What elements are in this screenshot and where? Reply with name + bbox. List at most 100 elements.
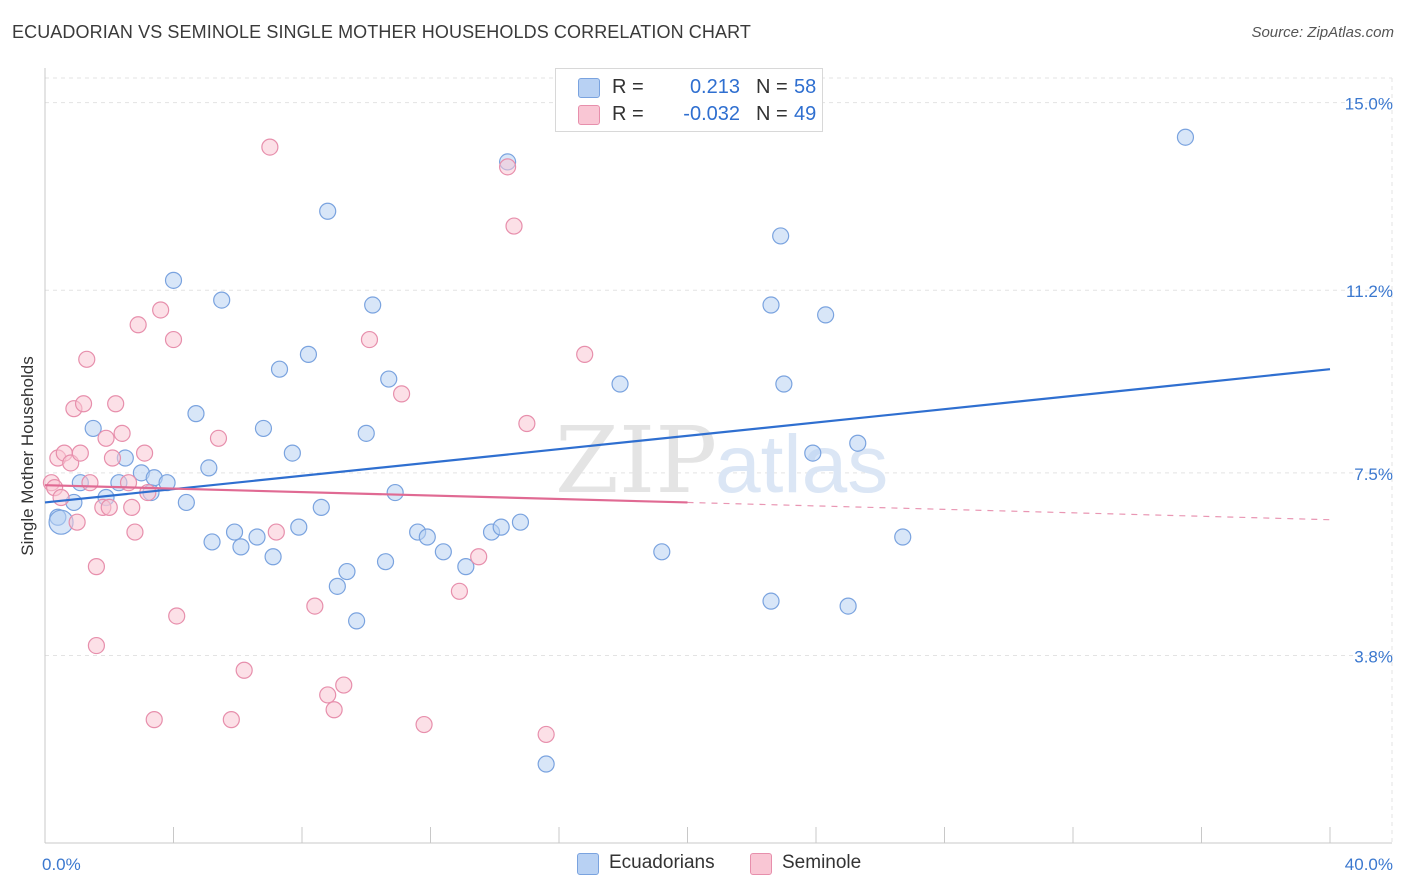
point-ecuadorians (264, 548, 282, 566)
point-seminole (518, 414, 536, 433)
legend-label-seminole: Seminole (782, 852, 862, 873)
point-seminole (261, 138, 279, 156)
legend-n-label: N = (756, 103, 788, 125)
point-seminole (470, 548, 488, 566)
axes (44, 68, 1392, 844)
point-ecuadorians (894, 528, 912, 546)
point-ecuadorians (200, 459, 218, 477)
point-seminole (235, 661, 253, 679)
point-ecuadorians (328, 577, 346, 595)
point-seminole (74, 395, 93, 413)
point-ecuadorians (386, 483, 404, 502)
point-ecuadorians (84, 419, 102, 438)
point-ecuadorians (283, 444, 301, 462)
x-tick-label: 40.0% (1345, 855, 1393, 874)
point-ecuadorians (357, 424, 375, 442)
point-seminole (360, 330, 379, 349)
y-tick-label: 7.5% (1354, 465, 1393, 484)
point-ecuadorians (270, 360, 289, 378)
point-seminole (103, 449, 122, 467)
point-seminole (78, 350, 96, 368)
point-ecuadorians (254, 419, 273, 438)
point-seminole (325, 701, 343, 719)
legend-swatch-seminole (750, 853, 772, 875)
y-tick-label: 11.2% (1346, 282, 1393, 301)
point-ecuadorians (380, 370, 398, 388)
y-axis-label: Single Mother Households (18, 356, 37, 555)
legend-label-ecuadorians: Ecuadorians (609, 852, 715, 873)
point-seminole (145, 711, 163, 729)
point-seminole (152, 301, 170, 319)
point-seminole (319, 686, 337, 704)
point-seminole (537, 725, 555, 744)
point-seminole (164, 330, 183, 349)
chart-title: ECUADORIAN VS SEMINOLE SINGLE MOTHER HOU… (12, 22, 751, 42)
point-ecuadorians (839, 597, 857, 615)
point-seminole (81, 474, 99, 492)
point-seminole (97, 429, 115, 447)
point-seminole (222, 711, 240, 729)
point-seminole (306, 597, 324, 615)
legend-r-label: R = (612, 76, 644, 98)
point-ecuadorians (1176, 128, 1195, 146)
legend-swatch-ecuadorians (577, 853, 599, 875)
point-seminole (576, 345, 594, 363)
point-ecuadorians (187, 405, 205, 423)
legend-n-value: 58 (794, 76, 817, 98)
legend-r-value: 0.213 (689, 76, 740, 98)
point-seminole (335, 676, 353, 694)
point-ecuadorians (817, 306, 835, 324)
point-ecuadorians (319, 202, 337, 220)
trend-line-ecuadorians (44, 368, 1331, 504)
trend-line-extension-seminole (687, 501, 1331, 521)
point-ecuadorians (762, 296, 780, 314)
point-seminole (505, 217, 523, 235)
point-ecuadorians (775, 375, 793, 393)
point-seminole (113, 424, 131, 442)
point-ecuadorians (312, 498, 330, 516)
point-ecuadorians (849, 434, 867, 452)
point-ecuadorians (203, 533, 221, 551)
point-ecuadorians (164, 271, 183, 289)
point-seminole (123, 498, 141, 516)
point-seminole (499, 158, 517, 176)
x-tick-label: 0.0% (42, 855, 81, 874)
point-ecuadorians (376, 553, 395, 571)
point-ecuadorians (511, 513, 530, 531)
legend-r-value: -0.032 (683, 103, 740, 125)
point-seminole (392, 385, 411, 403)
trend-lines (44, 368, 1331, 521)
legend-r-label: R = (612, 103, 644, 125)
point-ecuadorians (364, 296, 382, 314)
point-seminole (87, 558, 106, 576)
y-tick-label: 15.0% (1345, 95, 1393, 114)
point-ecuadorians (348, 612, 366, 630)
tick-labels: 3.8% 7.5% 11.2% 15.0% 0.0% 40.0% (42, 95, 1393, 874)
point-ecuadorians (248, 528, 266, 546)
point-seminole (267, 523, 285, 541)
point-ecuadorians (434, 543, 452, 561)
point-ecuadorians (232, 538, 250, 556)
point-seminole (68, 513, 86, 531)
point-ecuadorians (457, 558, 475, 576)
point-ecuadorians (290, 518, 308, 536)
legend-n-value: 49 (794, 103, 817, 125)
point-seminole (168, 607, 186, 625)
point-seminole (107, 395, 125, 413)
point-ecuadorians (537, 755, 555, 773)
point-seminole (129, 316, 147, 334)
watermark-zip: ZIP (555, 407, 717, 514)
point-ecuadorians (804, 444, 822, 462)
point-seminole (135, 444, 154, 462)
point-seminole (100, 498, 118, 516)
point-ecuadorians (213, 291, 231, 309)
point-ecuadorians (225, 523, 244, 541)
point-seminole (52, 488, 70, 507)
trend-line-seminole (44, 484, 688, 504)
y-tick-label: 3.8% (1354, 647, 1393, 666)
correlation-legend: R = 0.213 N = 58 R = -0.032 N = 49 (555, 68, 823, 132)
legend-swatch-ecuadorians (578, 78, 600, 98)
legend-n-label: N = (756, 76, 788, 98)
watermark: ZIP atlas (555, 407, 888, 514)
point-ecuadorians (772, 227, 790, 245)
